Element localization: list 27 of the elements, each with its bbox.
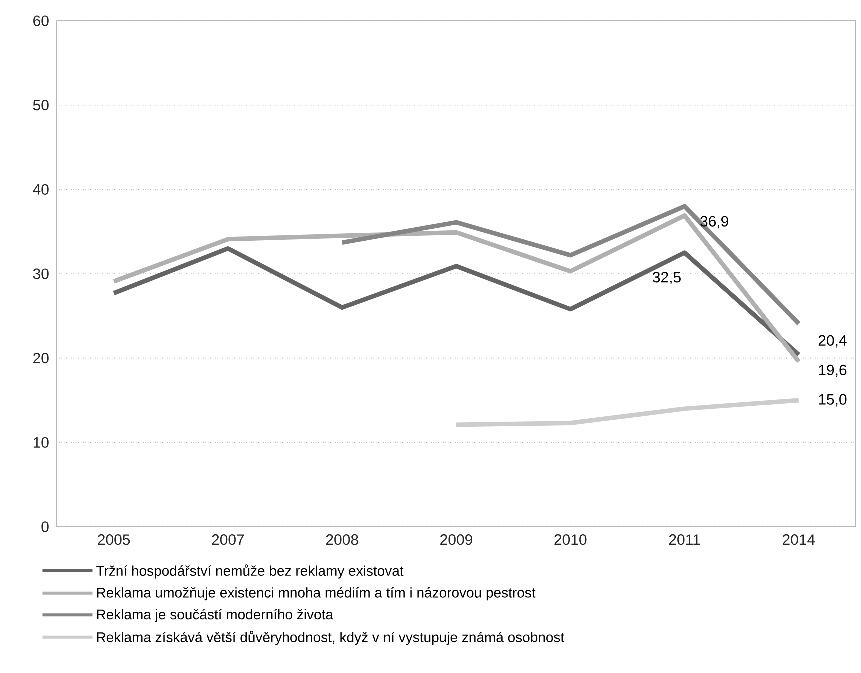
y-tick-label: 50 [33, 100, 49, 111]
legend-label: Tržní hospodářství nemůže bez reklamy existovat [96, 564, 404, 579]
x-tick-label: 2010 [554, 534, 587, 546]
x-tick-label: 2005 [98, 534, 130, 546]
data-label: 15,0 [819, 394, 847, 407]
line-series [454, 398, 802, 428]
legend-label: Reklama získává větší důvěryhodnost, když v ní vystupuje známá osobnost [97, 631, 565, 646]
x-tick-label: 2014 [783, 534, 816, 546]
data-label: 20,4 [818, 335, 847, 348]
x-tick-label: 2011 [669, 534, 700, 546]
y-tick-label: 40 [33, 184, 49, 195]
y-tick-label: 30 [33, 268, 49, 280]
x-tick-label: 2008 [326, 534, 358, 546]
line-series [112, 246, 802, 358]
line-series [112, 214, 802, 364]
y-tick-label: 0 [42, 522, 49, 532]
y-tick-label: 20 [34, 353, 49, 364]
data-label: 32,5 [652, 272, 681, 285]
y-tick-label: 10 [34, 437, 49, 448]
data-label: 36,9 [700, 216, 728, 229]
x-tick-label: 2007 [212, 534, 244, 546]
line-series [340, 204, 802, 326]
data-label: 19,6 [819, 364, 847, 378]
x-tick-label: 2009 [440, 534, 472, 546]
y-tick-label: 60 [34, 16, 49, 26]
legend-label: Reklama je součástí moderního života [97, 609, 334, 622]
legend-label: Reklama umožňuje existenci mnoha médiím a tím i názorovou pestrost [97, 587, 536, 601]
